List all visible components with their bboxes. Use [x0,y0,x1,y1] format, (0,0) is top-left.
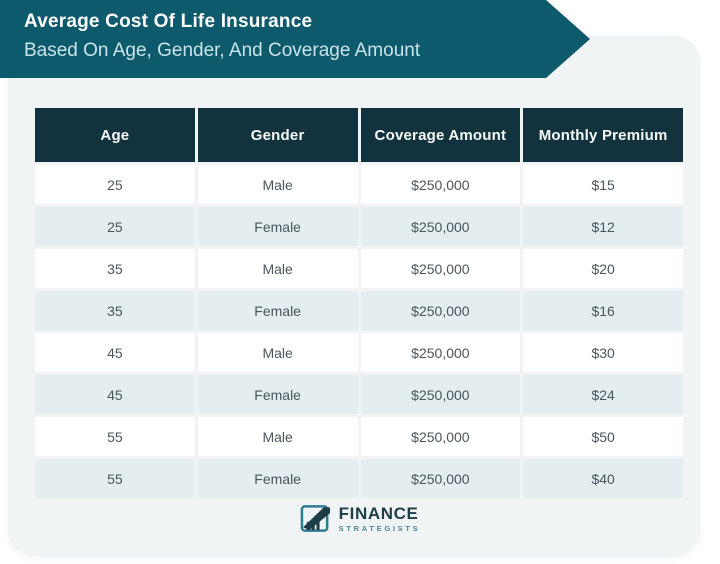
cell-gender: Female [197,291,358,330]
cell-age: 25 [35,207,195,246]
cell-premium: $30 [523,333,683,372]
cell-coverage: $250,000 [360,291,521,330]
brand-wordmark: FINANCE STRATEGISTS [339,505,421,533]
cell-coverage: $250,000 [360,459,521,498]
table-row: 45 Male $250,000 $30 [35,333,683,372]
cell-coverage: $250,000 [360,165,521,204]
cell-premium: $16 [523,291,683,330]
cell-age: 35 [35,291,195,330]
cell-gender: Male [197,249,358,288]
brand-name: FINANCE [338,503,419,523]
cell-age: 45 [35,375,195,414]
page-subtitle: Based On Age, Gender, And Coverage Amoun… [24,40,421,61]
cell-gender: Male [197,165,358,204]
cell-coverage: $250,000 [360,375,521,414]
cell-coverage: $250,000 [360,207,521,246]
cell-coverage: $250,000 [360,417,521,456]
cell-gender: Male [197,333,358,372]
table-row: 55 Female $250,000 $40 [35,459,683,498]
cell-age: 25 [35,165,195,204]
cell-age: 35 [35,249,195,288]
table-row: 25 Female $250,000 $12 [35,207,683,246]
column-header-monthly-premium: Monthly Premium [523,108,683,162]
header-banner: Average Cost Of Life Insurance Based On … [0,0,590,78]
cell-premium: $20 [523,249,683,288]
table-row: 55 Male $250,000 $50 [35,417,683,456]
cell-gender: Female [197,207,358,246]
cell-premium: $40 [523,459,683,498]
column-header-gender: Gender [197,108,358,162]
table-header-row: Age Gender Coverage Amount Monthly Premi… [35,108,683,162]
brand-tagline: STRATEGISTS [338,523,421,533]
table-row: 25 Male $250,000 $15 [35,165,683,204]
cell-premium: $12 [523,207,683,246]
column-header-coverage-amount: Coverage Amount [360,108,521,162]
table-row: 45 Female $250,000 $24 [35,375,683,414]
footer-logo: FINANCE STRATEGISTS [0,503,720,534]
cell-age: 55 [35,417,195,456]
cell-gender: Female [197,375,358,414]
cell-age: 45 [35,333,195,372]
column-header-age: Age [35,108,195,162]
cell-coverage: $250,000 [360,333,521,372]
cell-premium: $15 [523,165,683,204]
table-row: 35 Female $250,000 $16 [35,291,683,330]
page-title: Average Cost Of Life Insurance [24,11,313,32]
cell-gender: Female [197,459,358,498]
cell-premium: $50 [523,417,683,456]
cell-gender: Male [197,417,358,456]
cell-age: 55 [35,459,195,498]
cell-premium: $24 [523,375,683,414]
table-row: 35 Male $250,000 $20 [35,249,683,288]
cell-coverage: $250,000 [360,249,521,288]
bar-chart-arrow-icon [300,505,330,532]
cost-table: Age Gender Coverage Amount Monthly Premi… [32,105,686,501]
